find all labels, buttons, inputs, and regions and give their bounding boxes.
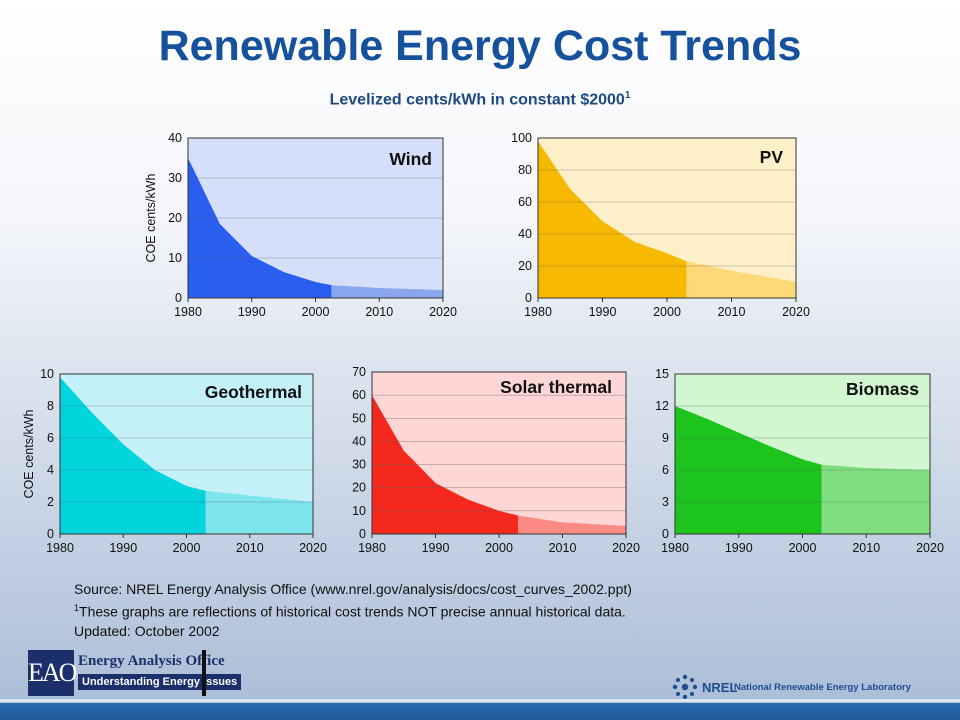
- geothermal-xtick-label: 2010: [236, 541, 264, 555]
- pv-chart: 0 20 40 60 80 100 1980 1990 2000 2010 2020 PV: [511, 131, 810, 319]
- pv-ytick-label: 40: [518, 227, 532, 241]
- geothermal-chart: 0 2 4 6 8 10 1980 1990 2000 2010 2020 Geothermal COE…: [22, 367, 327, 555]
- biomass-xtick-label: 1990: [725, 541, 753, 555]
- wind-chart: 0 10 20 30 40 1980 1990 2000 2010 2020 Wind COE cen…: [144, 131, 457, 319]
- geothermal-ytick-label: 10: [40, 367, 54, 381]
- wind-xtick-label: 1990: [238, 305, 266, 319]
- eao-logo: EAO Energy Analysis Office Understanding…: [28, 650, 242, 696]
- eao-tagline: Understanding Energy Issues: [78, 674, 242, 690]
- solar-thermal-ytick-label: 30: [352, 458, 366, 472]
- geothermal-ytick-label: 6: [47, 431, 54, 445]
- wind-xtick-label: 2020: [429, 305, 457, 319]
- biomass-ytick-label: 0: [662, 527, 669, 541]
- page-subtitle: Levelized cents/kWh in constant $20001: [0, 90, 960, 109]
- geothermal-historical-area: [60, 377, 206, 534]
- pv-xtick-label: 2020: [782, 305, 810, 319]
- solar-thermal-ytick-label: 50: [352, 411, 366, 425]
- biomass-xtick-label: 2020: [916, 541, 944, 555]
- footnote-text: These graphs are reflections of historic…: [79, 603, 626, 620]
- biomass-projected-area: [821, 464, 930, 534]
- wind-xtick-label: 2010: [365, 305, 393, 319]
- geothermal-xtick-label: 2020: [299, 541, 327, 555]
- subtitle-text: Levelized cents/kWh in constant $2000: [329, 91, 625, 109]
- page-title: Renewable Energy Cost Trends: [158, 22, 802, 70]
- biomass-xtick-label: 1980: [661, 541, 689, 555]
- pv-chart-title: PV: [760, 147, 784, 167]
- geothermal-xtick-label: 2000: [173, 541, 201, 555]
- wind-ytick-label: 30: [168, 171, 182, 185]
- source-line: Source: NREL Energy Analysis Office (www…: [74, 581, 632, 597]
- pv-ytick-label: 100: [511, 131, 532, 145]
- biomass-xtick-label: 2000: [789, 541, 817, 555]
- wind-ytick-label: 40: [168, 131, 182, 145]
- solar-thermal-ytick-label: 70: [352, 365, 366, 379]
- footnote-line: 1These graphs are reflections of histori…: [74, 599, 632, 622]
- pv-historical-area: [538, 141, 687, 298]
- pv-xtick-label: 2010: [718, 305, 746, 319]
- geothermal-ylabel: COE cents/kWh: [22, 410, 36, 499]
- footer-highlight: [0, 699, 960, 702]
- solar-thermal-chart-title: Solar thermal: [500, 377, 612, 397]
- solar-thermal-xtick-label: 2020: [612, 541, 640, 555]
- wind-xtick-label: 1980: [174, 305, 202, 319]
- geothermal-xtick-label: 1980: [46, 541, 74, 555]
- nrel-mark-icon: [672, 674, 698, 700]
- pv-xtick-label: 2000: [653, 305, 681, 319]
- geothermal-ytick-label: 8: [47, 399, 54, 413]
- pv-ytick-label: 80: [518, 163, 532, 177]
- biomass-ytick-label: 15: [655, 367, 669, 381]
- updated-line: Updated: October 2002: [74, 622, 220, 639]
- wind-historical-area: [188, 158, 332, 298]
- wind-projected-area: [331, 285, 443, 298]
- biomass-xtick-label: 2010: [852, 541, 880, 555]
- footnote-mark: 1: [74, 603, 80, 613]
- geothermal-chart-title: Geothermal: [205, 382, 302, 402]
- geothermal-projected-area: [205, 490, 313, 534]
- geothermal-xtick-label: 1990: [109, 541, 137, 555]
- solar-thermal-ytick-label: 10: [352, 504, 366, 518]
- solar-thermal-xtick-label: 2000: [485, 541, 513, 555]
- wind-chart-title: Wind: [389, 149, 432, 169]
- biomass-chart: 0 3 6 9 12 15 1980 1990 2000 2010 2020 Biomass: [655, 367, 944, 555]
- solar-thermal-ytick-label: 0: [359, 527, 366, 541]
- eao-initials: EAO: [28, 650, 77, 696]
- nrel-logo: NREL National Renewable Energy Laborator…: [672, 674, 922, 700]
- solar-thermal-historical-area: [372, 395, 519, 534]
- biomass-ytick-label: 12: [655, 399, 669, 413]
- solar-thermal-ytick-label: 60: [352, 388, 366, 402]
- pv-ytick-label: 20: [518, 259, 532, 273]
- solar-thermal-ytick-label: 20: [352, 481, 366, 495]
- solar-thermal-ytick-label: 40: [352, 434, 366, 448]
- nrel-full-name: National Renewable Energy Laboratory: [734, 682, 911, 693]
- source-notes: Source: NREL Energy Analysis Office (www…: [74, 580, 632, 641]
- biomass-ytick-label: 6: [662, 463, 669, 477]
- wind-ytick-label: 0: [175, 291, 182, 305]
- eao-name: Energy Analysis Office: [78, 653, 225, 669]
- geothermal-ytick-label: 4: [47, 463, 54, 477]
- biomass-ytick-label: 3: [662, 495, 669, 509]
- geothermal-ytick-label: 2: [47, 495, 54, 509]
- wind-xtick-label: 2000: [302, 305, 330, 319]
- subtitle-footnote-mark: 1: [624, 90, 631, 101]
- solar-thermal-xtick-label: 1990: [422, 541, 450, 555]
- biomass-ytick-label: 9: [662, 431, 669, 445]
- solar-thermal-projected-area: [518, 515, 626, 534]
- eao-divider: [202, 650, 206, 696]
- wind-ytick-label: 20: [168, 211, 182, 225]
- pv-projected-area: [686, 261, 796, 298]
- solar-thermal-xtick-label: 1980: [358, 541, 386, 555]
- solar-thermal-chart: 0 10 20 30 40 50 60 70 1980 1990 2000 2010 2020 Solar…: [352, 365, 640, 555]
- pv-xtick-label: 1990: [589, 305, 617, 319]
- wind-ylabel: COE cents/kWh: [144, 174, 158, 263]
- footer-bar: [0, 703, 960, 720]
- geothermal-ytick-label: 0: [47, 527, 54, 541]
- pv-ytick-label: 0: [525, 291, 532, 305]
- solar-thermal-xtick-label: 2010: [549, 541, 577, 555]
- wind-ytick-label: 10: [168, 251, 182, 265]
- pv-ytick-label: 60: [518, 195, 532, 209]
- pv-xtick-label: 1980: [524, 305, 552, 319]
- biomass-chart-title: Biomass: [846, 379, 919, 399]
- nrel-short: NREL: [702, 680, 738, 695]
